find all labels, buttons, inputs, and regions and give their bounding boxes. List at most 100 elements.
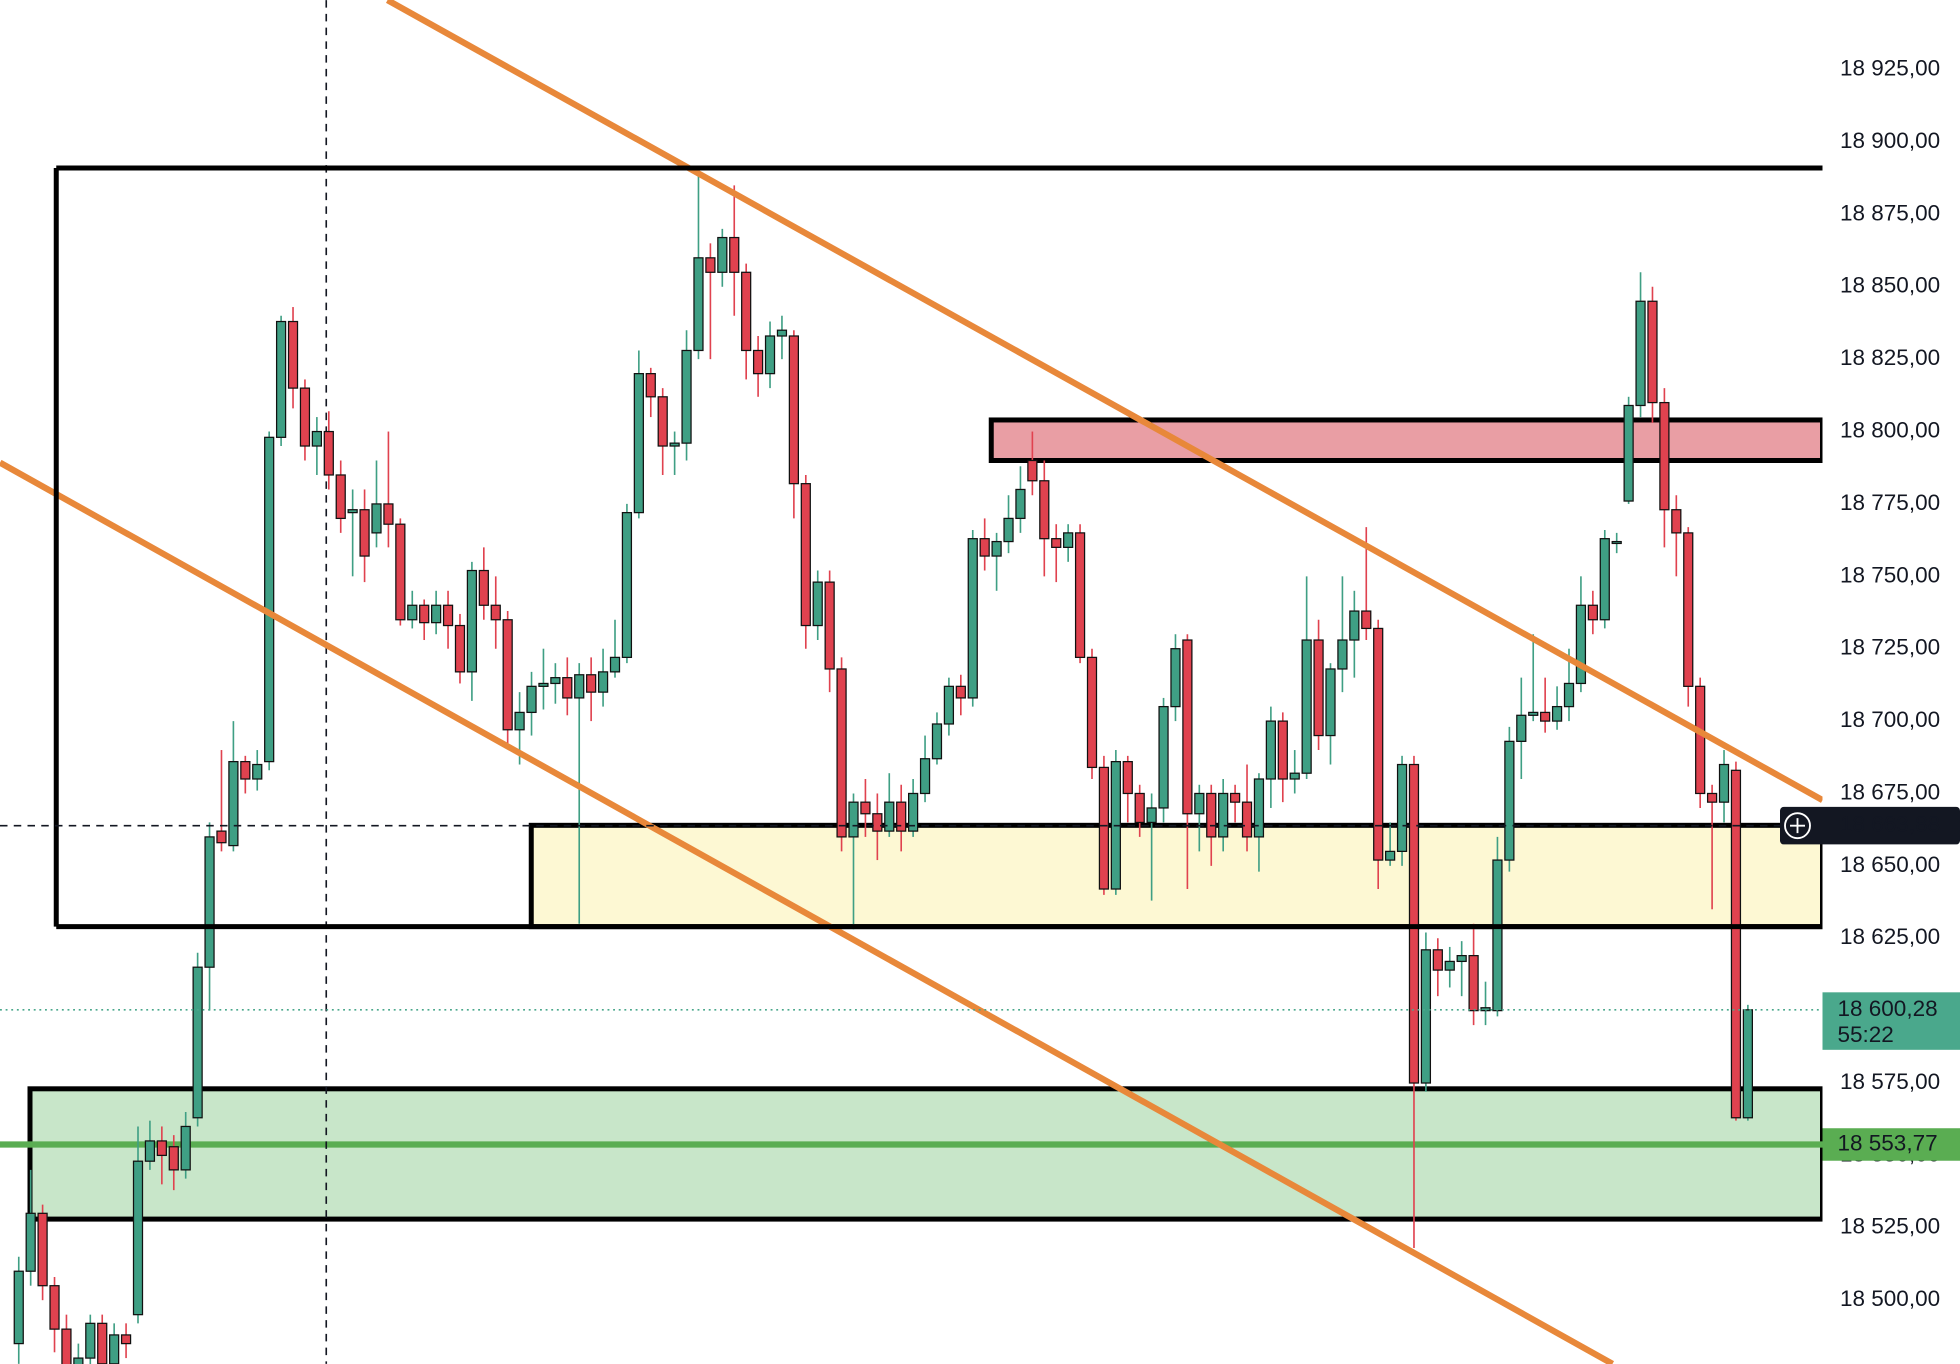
- candle-body: [1373, 627, 1384, 861]
- candle-body: [1528, 711, 1539, 716]
- zone: [27, 1086, 1825, 1222]
- candle-body: [275, 320, 287, 438]
- candle-body: [299, 387, 311, 447]
- last-price-label: 18 600,28: [1838, 996, 1938, 1021]
- y-tick-label: 18 850,00: [1840, 273, 1940, 298]
- candle-body: [1695, 685, 1706, 795]
- zones-layer: [0, 417, 1825, 1222]
- candle-body: [943, 685, 955, 725]
- candle-body: [931, 723, 943, 760]
- candle-body: [1122, 760, 1133, 795]
- candle-body: [609, 656, 621, 673]
- y-tick-label: 18 875,00: [1840, 200, 1940, 225]
- candle-body: [1051, 538, 1062, 548]
- candle-body: [287, 320, 299, 389]
- candle-body: [454, 624, 466, 673]
- candle-body: [25, 1212, 36, 1272]
- candle-body: [645, 373, 656, 398]
- y-tick-label: 18 675,00: [1840, 779, 1940, 804]
- y-tick-label: 18 650,00: [1840, 852, 1940, 877]
- add-alert-button: [1784, 812, 1811, 840]
- candle-body: [1182, 639, 1193, 815]
- candle-body: [1170, 648, 1181, 708]
- candle-body: [1194, 792, 1205, 815]
- candle-body: [657, 396, 668, 447]
- candle-body: [586, 674, 597, 693]
- candle-body: [442, 604, 454, 627]
- candle-body: [1540, 711, 1551, 722]
- candle-body: [359, 509, 370, 557]
- candle-body: [132, 1160, 144, 1316]
- candle-body: [1253, 778, 1265, 838]
- candle-body: [97, 1322, 108, 1364]
- candle-body: [1086, 656, 1098, 769]
- candle-body: [1146, 807, 1157, 824]
- candle-body: [61, 1328, 72, 1364]
- candle-body: [991, 540, 1002, 557]
- candle-body: [752, 349, 764, 375]
- candle-body: [1587, 604, 1598, 621]
- candle-body: [1015, 488, 1026, 520]
- candle-body: [788, 335, 799, 485]
- candle-body: [979, 538, 990, 557]
- trendline: [0, 459, 1615, 1364]
- candle-body: [621, 511, 633, 659]
- candle-body: [1289, 772, 1300, 780]
- candle-body: [1408, 763, 1420, 1084]
- candle-body: [156, 1140, 167, 1157]
- candle-body: [1742, 1009, 1753, 1119]
- candle-body: [1456, 954, 1467, 963]
- candle-body: [228, 760, 239, 847]
- candle-body: [764, 335, 776, 375]
- candle-body: [168, 1146, 179, 1171]
- candle-body: [85, 1322, 96, 1359]
- candle-body: [120, 1334, 132, 1345]
- candle-body: [1134, 792, 1145, 824]
- y-tick-label: 18 925,00: [1840, 56, 1940, 81]
- candle-body: [741, 271, 752, 352]
- candle-body: [1623, 404, 1634, 502]
- candle-body: [1337, 639, 1348, 670]
- candle-body: [1635, 300, 1646, 407]
- candle-body: [109, 1334, 120, 1364]
- candle-body: [1301, 639, 1312, 774]
- candle-body: [1563, 682, 1575, 708]
- crosshair-label: 18 663,88: [1840, 812, 1940, 837]
- zone: [56, 168, 1822, 927]
- candle-body: [919, 758, 931, 795]
- candle-body: [1504, 740, 1515, 861]
- candle-body: [1647, 300, 1658, 404]
- candle-body: [1074, 532, 1086, 659]
- candle-body: [323, 430, 334, 476]
- candle-body: [371, 503, 382, 534]
- candle-body: [192, 966, 203, 1119]
- candle-body: [717, 236, 728, 273]
- candle-body: [1265, 720, 1276, 780]
- candle-body: [1039, 480, 1050, 540]
- candle-body: [574, 674, 585, 699]
- zone: [528, 822, 1825, 930]
- candle-body: [144, 1140, 156, 1162]
- candle-body: [1575, 604, 1587, 685]
- candle-body: [347, 509, 358, 514]
- candle-body: [1444, 960, 1455, 971]
- candle-body: [430, 604, 442, 624]
- candle-body: [1730, 769, 1742, 1119]
- candle-body: [407, 604, 418, 621]
- candle-body: [514, 711, 525, 731]
- candle-body: [1492, 859, 1503, 1012]
- candle-body: [681, 349, 692, 444]
- candle-body: [478, 569, 489, 606]
- candle-body: [1003, 517, 1014, 543]
- candle-body: [705, 257, 716, 273]
- candle-body: [812, 581, 823, 627]
- candle-body: [776, 329, 788, 337]
- candle-body: [1706, 792, 1718, 803]
- candle-body: [1218, 792, 1229, 838]
- candle-body: [908, 792, 919, 832]
- candle-body: [204, 836, 215, 968]
- candle-body: [252, 763, 263, 780]
- y-tick-label: 18 900,00: [1840, 128, 1940, 153]
- candle-body: [1325, 668, 1336, 737]
